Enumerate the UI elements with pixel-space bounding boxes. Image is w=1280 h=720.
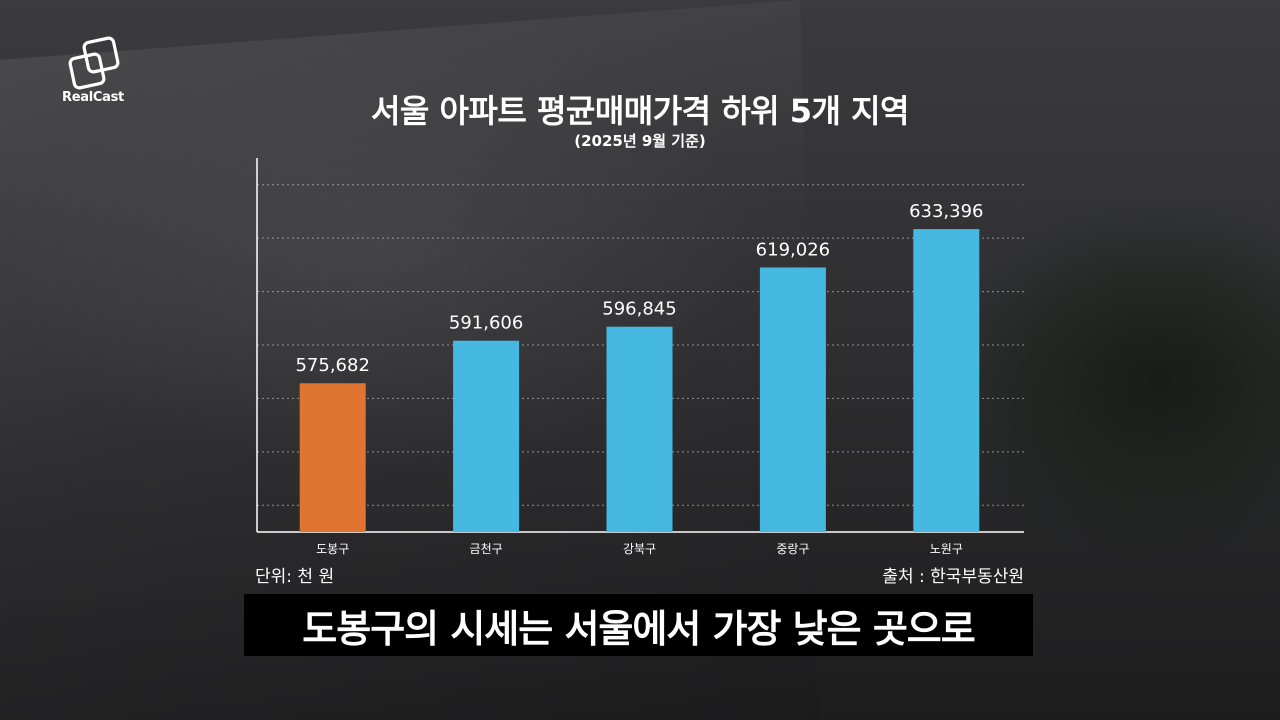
- bar-2: [453, 340, 520, 532]
- chart-subtitle: (2025년 9월 기준): [574, 132, 706, 150]
- x-tick-label: 도봉구: [316, 542, 349, 556]
- bars: 575,682 도봉구 591,606 금천구 596,845 강북구 619,026 중랑구…: [295, 201, 983, 556]
- realcast-logo-icon: [68, 36, 120, 90]
- bar-3: [606, 326, 673, 532]
- data-label: 596,845: [602, 299, 676, 320]
- brand-name: RealCast: [62, 90, 124, 105]
- x-tick-label: 중랑구: [776, 542, 809, 556]
- bar-5: [913, 229, 980, 532]
- data-label: 591,606: [449, 313, 523, 334]
- bar-1: [299, 383, 366, 532]
- subtitle-caption: 도봉구의 시세는 서울에서 가장 낮은 곳으로: [244, 594, 1033, 656]
- source-note: 출처 : 한국부동산원: [882, 567, 1024, 587]
- x-tick-label: 강북구: [623, 542, 656, 556]
- data-label: 633,396: [909, 201, 983, 222]
- chart-title: 서울 아파트 평균매매가격 하위 5개 지역: [370, 92, 910, 130]
- data-label: 619,026: [756, 239, 830, 260]
- unit-note: 단위: 천 원: [255, 567, 335, 587]
- data-label: 575,682: [295, 355, 369, 376]
- bar-4: [759, 267, 826, 532]
- x-tick-label: 금천구: [470, 541, 503, 556]
- x-tick-label: 노원구: [930, 542, 963, 556]
